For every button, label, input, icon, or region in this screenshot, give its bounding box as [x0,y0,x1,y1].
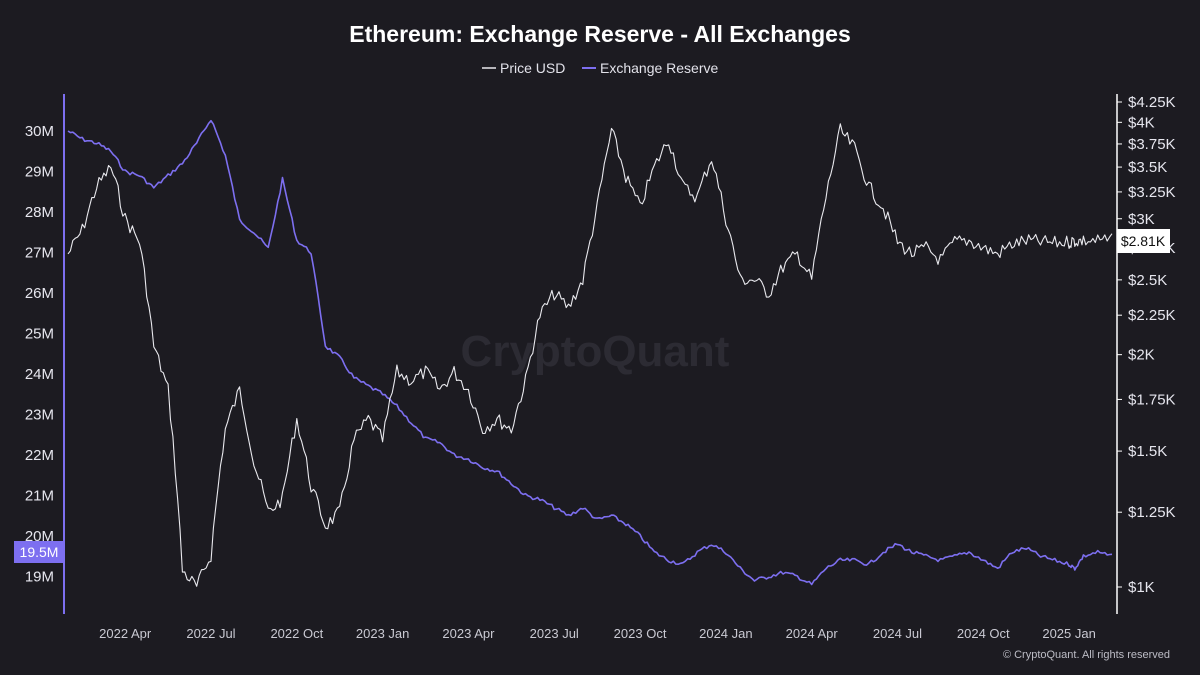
right-tick-label: $3.25K [1128,184,1176,201]
x-tick-label: 2023 Jul [530,626,579,641]
legend: Price USD Exchange Reserve [482,60,719,76]
x-tick-label: 2022 Oct [270,626,323,641]
left-axis-ticks: 30M 29M 28M 27M 26M 25M 24M 23M 22M 21M 20M 19M [25,123,54,586]
series-line-exchange-reserve [67,119,1113,586]
left-tick-label: 28M [25,204,54,221]
x-tick-label: 2024 Jul [873,626,922,641]
left-tick-label: 20M [25,528,54,545]
left-tick-label: 23M [25,407,54,424]
x-tick-label: 2024 Apr [786,626,839,641]
right-tick-label: $4K [1128,114,1155,131]
left-tick-label: 27M [25,245,54,262]
left-tick-label: 22M [25,447,54,464]
legend-price-label[interactable]: Price USD [500,60,565,76]
x-tick-label: 2023 Oct [614,626,667,641]
right-tick-label: $2.5K [1128,272,1167,289]
left-tick-label: 26M [25,285,54,302]
right-tick-label: $3.75K [1128,136,1176,153]
x-tick-label: 2023 Jan [356,626,410,641]
x-tick-label: 2025 Jan [1042,626,1096,641]
right-tick-label: $1K [1128,579,1155,596]
right-axis-ticks: $4.25K$4K$3.75K$3.5K$3.25K$3K$2.75K$2.5K… [1117,94,1176,596]
right-tick-label: $3.5K [1128,159,1167,176]
right-badge-label: $2.81K [1121,233,1166,249]
x-tick-label: 2024 Jan [699,626,753,641]
left-tick-label: 24M [25,366,54,383]
right-tick-label: $1.5K [1128,443,1167,460]
x-tick-label: 2024 Oct [957,626,1010,641]
legend-reserve-label[interactable]: Exchange Reserve [600,60,719,76]
right-tick-label: $1.25K [1128,504,1176,521]
right-tick-label: $3K [1128,211,1155,228]
left-tick-label: 25M [25,326,54,343]
left-current-badge: 19.5M [14,541,64,563]
left-tick-label: 29M [25,164,54,181]
right-tick-label: $1.75K [1128,391,1176,408]
copyright-footer: © CryptoQuant. All rights reserved [1003,649,1170,661]
right-tick-label: $2.25K [1128,307,1176,324]
x-axis-ticks: 2022 Apr 2022 Jul 2022 Oct 2023 Jan 2023 Apr… [99,626,1096,641]
right-badge-box [1117,229,1170,253]
x-tick-label: 2023 Apr [442,626,495,641]
left-badge-box [14,541,64,563]
left-tick-label: 30M [25,123,54,140]
left-tick-label: 19M [25,569,54,586]
watermark: CryptoQuant [461,327,730,376]
x-tick-label: 2022 Jul [186,626,235,641]
chart-title: Ethereum: Exchange Reserve - All Exchang… [349,21,851,47]
right-tick-label: $2K [1128,347,1155,364]
series-line-price-usd [67,123,1113,587]
right-current-badge: $2.81K [1117,229,1170,253]
left-badge-label: 19.5M [20,544,59,560]
right-tick-label: $4.25K [1128,94,1176,111]
x-tick-label: 2022 Apr [99,626,152,641]
left-tick-label: 21M [25,488,54,505]
